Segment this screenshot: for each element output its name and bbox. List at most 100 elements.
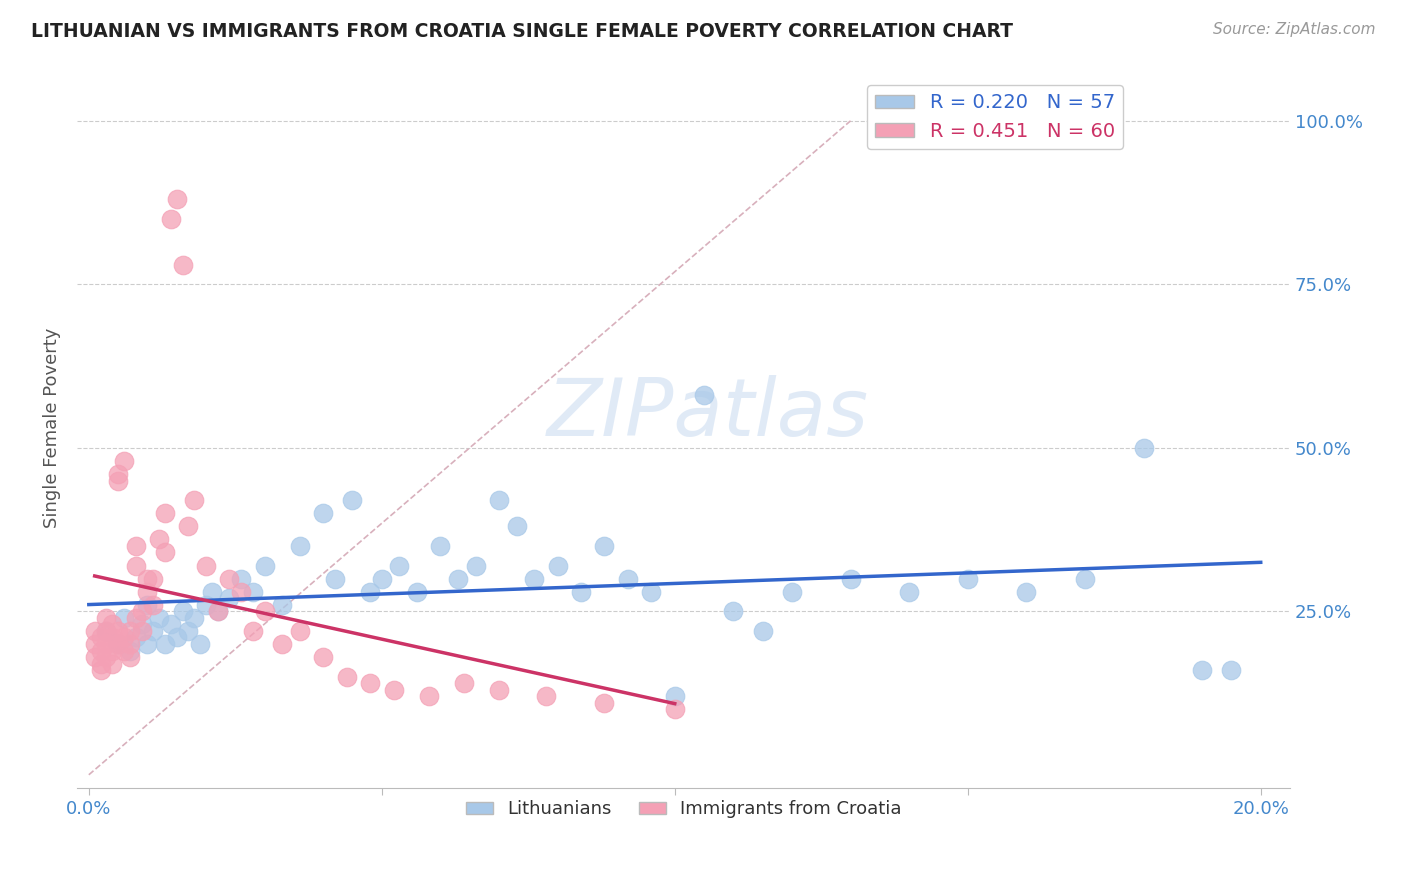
Point: [153, 637, 176, 651]
Point: [418, 690, 440, 704]
Point: [751, 624, 773, 638]
Point: [447, 572, 470, 586]
Point: [160, 211, 183, 226]
Point: [118, 637, 141, 651]
Point: [569, 584, 592, 599]
Point: [488, 682, 510, 697]
Point: [160, 617, 183, 632]
Point: [898, 584, 921, 599]
Point: [112, 643, 135, 657]
Point: [839, 572, 862, 586]
Point: [312, 650, 335, 665]
Point: [172, 604, 194, 618]
Point: [101, 657, 124, 671]
Point: [253, 558, 276, 573]
Point: [664, 702, 686, 716]
Point: [136, 598, 159, 612]
Point: [142, 598, 165, 612]
Point: [177, 624, 200, 638]
Point: [359, 676, 381, 690]
Point: [382, 682, 405, 697]
Point: [107, 637, 129, 651]
Point: [90, 663, 112, 677]
Point: [195, 558, 218, 573]
Point: [142, 624, 165, 638]
Point: [271, 637, 294, 651]
Point: [96, 611, 118, 625]
Point: [101, 631, 124, 645]
Point: [271, 598, 294, 612]
Point: [723, 604, 745, 618]
Point: [1015, 584, 1038, 599]
Point: [693, 388, 716, 402]
Point: [523, 572, 546, 586]
Point: [125, 558, 148, 573]
Point: [323, 572, 346, 586]
Point: [534, 690, 557, 704]
Point: [90, 657, 112, 671]
Point: [107, 624, 129, 638]
Point: [90, 643, 112, 657]
Point: [1220, 663, 1243, 677]
Point: [640, 584, 662, 599]
Point: [90, 631, 112, 645]
Point: [429, 539, 451, 553]
Point: [183, 611, 205, 625]
Point: [1132, 441, 1154, 455]
Point: [253, 604, 276, 618]
Point: [593, 539, 616, 553]
Point: [664, 690, 686, 704]
Point: [288, 624, 311, 638]
Point: [195, 598, 218, 612]
Point: [118, 624, 141, 638]
Point: [101, 617, 124, 632]
Point: [406, 584, 429, 599]
Point: [218, 591, 240, 606]
Point: [153, 506, 176, 520]
Point: [112, 611, 135, 625]
Point: [131, 624, 153, 638]
Point: [136, 572, 159, 586]
Point: [188, 637, 211, 651]
Point: [136, 584, 159, 599]
Point: [388, 558, 411, 573]
Point: [183, 493, 205, 508]
Point: [112, 454, 135, 468]
Point: [148, 611, 170, 625]
Point: [96, 624, 118, 638]
Point: [207, 604, 229, 618]
Point: [131, 604, 153, 618]
Legend: Lithuanians, Immigrants from Croatia: Lithuanians, Immigrants from Croatia: [458, 793, 908, 826]
Point: [201, 584, 224, 599]
Point: [112, 631, 135, 645]
Point: [172, 258, 194, 272]
Point: [107, 467, 129, 481]
Point: [231, 584, 253, 599]
Point: [166, 192, 188, 206]
Point: [96, 624, 118, 638]
Point: [207, 604, 229, 618]
Point: [1074, 572, 1097, 586]
Point: [505, 519, 527, 533]
Point: [488, 493, 510, 508]
Y-axis label: Single Female Poverty: Single Female Poverty: [44, 328, 60, 528]
Point: [242, 584, 264, 599]
Point: [83, 637, 105, 651]
Point: [118, 650, 141, 665]
Point: [107, 637, 129, 651]
Point: [96, 650, 118, 665]
Point: [336, 670, 359, 684]
Point: [83, 650, 105, 665]
Point: [148, 533, 170, 547]
Point: [231, 572, 253, 586]
Point: [593, 696, 616, 710]
Point: [96, 637, 118, 651]
Point: [83, 624, 105, 638]
Point: [342, 493, 364, 508]
Point: [136, 637, 159, 651]
Text: Source: ZipAtlas.com: Source: ZipAtlas.com: [1212, 22, 1375, 37]
Point: [107, 474, 129, 488]
Point: [242, 624, 264, 638]
Point: [371, 572, 394, 586]
Text: ZIPatlas: ZIPatlas: [547, 375, 869, 453]
